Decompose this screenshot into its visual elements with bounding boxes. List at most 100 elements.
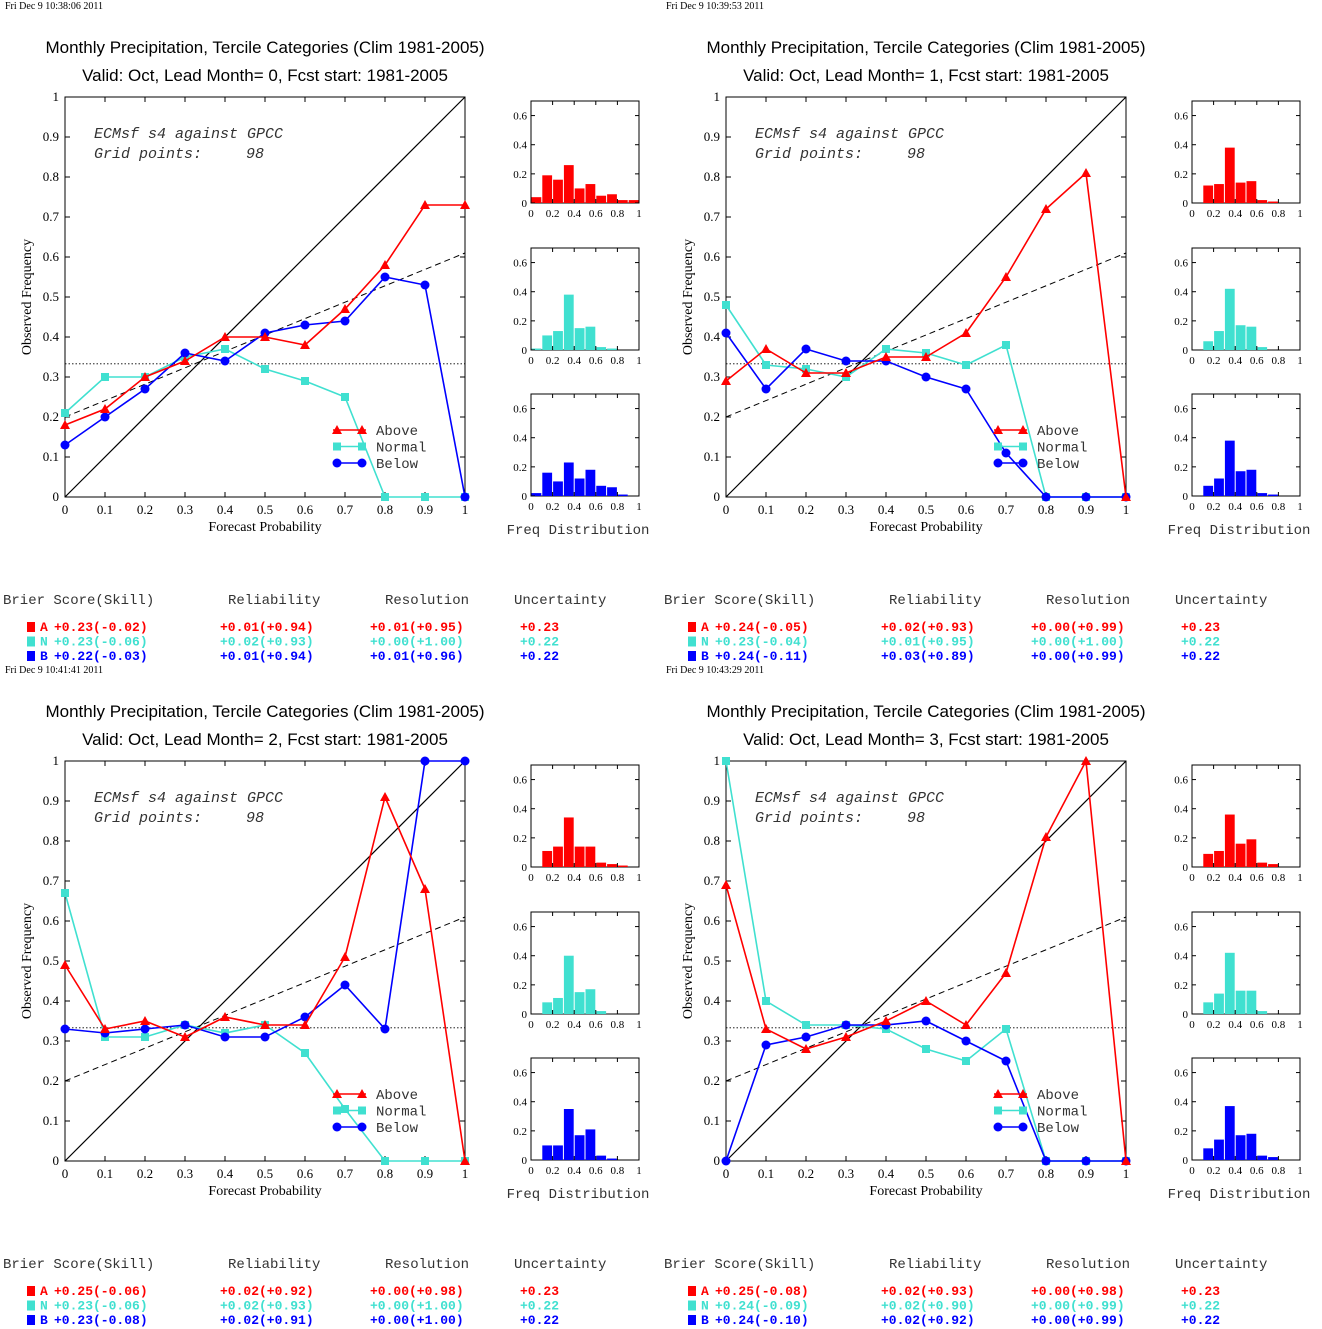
freq-histogram-N: 0 0.2 0.4 0.6 0 0.2 0.4 0.6 0.8 1: [513, 247, 642, 367]
x-tick-label: 1: [1123, 502, 1130, 517]
legend-marker-end: [1018, 425, 1028, 434]
y-tick-label: 0.6: [43, 913, 60, 928]
histogram-bar-A: [563, 165, 574, 203]
legend-marker-start: [993, 1122, 1003, 1132]
histogram-bar-B: [1214, 1139, 1224, 1160]
x-axis-label: Forecast Probability: [869, 520, 982, 535]
histogram-bar-B: [1268, 494, 1278, 496]
data-point-above: [180, 1032, 190, 1041]
data-point-below: [1081, 492, 1091, 502]
hist-x-tick-label: 0.6: [1250, 355, 1264, 367]
data-point-below: [721, 328, 731, 338]
freq-histogram-N: 0 0.2 0.4 0.6 0 0.2 0.4 0.6 0.8 1: [513, 911, 642, 1031]
hist-x-tick-label: 0.8: [611, 872, 625, 884]
legend-marker-start: [332, 1122, 342, 1132]
grid-points-value: 98: [246, 810, 264, 827]
score-value-B: +0.22(-0.03): [54, 649, 148, 664]
legend-marker-end: [357, 1122, 367, 1132]
score-row-label: A: [701, 620, 709, 635]
x-tick-label: 0.6: [958, 1166, 975, 1181]
data-point-normal: [421, 1157, 429, 1165]
score-header: Brier Score(Skill): [664, 1257, 815, 1273]
data-point-above: [180, 356, 190, 365]
hist-x-tick-label: 1: [1297, 501, 1303, 513]
data-point-above: [60, 960, 70, 969]
score-row-swatch-N: [688, 636, 696, 647]
score-row-label: A: [701, 1284, 709, 1299]
histogram-bar-B: [596, 485, 607, 496]
data-point-normal: [1002, 341, 1010, 349]
legend-marker-start: [333, 442, 341, 451]
histogram-bar-B: [1257, 1155, 1268, 1160]
hist-y-tick-label: 0: [1183, 198, 1189, 210]
data-point-above: [260, 332, 270, 341]
data-point-above: [721, 880, 731, 889]
histogram-bar-N: [596, 1011, 607, 1014]
data-point-below: [1041, 492, 1051, 502]
histogram-bar-B: [542, 472, 553, 496]
series-normal: [61, 345, 469, 501]
y-tick-label: 0.3: [704, 1033, 720, 1048]
y-tick-label: 0.5: [704, 953, 720, 968]
x-tick-label: 0.4: [878, 502, 895, 517]
freq-histogram-A: 0 0.2 0.4 0.6 0 0.2 0.4 0.6 0.8 1: [513, 764, 642, 884]
score-row-label: B: [701, 649, 709, 664]
hist-y-tick-label: 0.4: [513, 433, 527, 445]
histogram-bar-N: [1203, 1002, 1214, 1014]
y-tick-label: 0.5: [43, 289, 59, 304]
data-point-above: [921, 996, 931, 1005]
data-point-below: [340, 316, 350, 326]
score-value-A: +0.23(-0.02): [54, 620, 148, 635]
score-value-B: +0.03(+0.89): [881, 649, 975, 664]
series-below: [721, 1016, 1131, 1166]
histogram-bar-A: [617, 200, 628, 203]
x-tick-label: 0.4: [217, 1166, 234, 1181]
histogram-bar-B: [574, 1135, 585, 1160]
x-tick-label: 0: [62, 502, 69, 517]
grid-points-value: 98: [907, 146, 925, 163]
score-value-A: +0.00(+0.99): [1031, 620, 1125, 635]
histogram-bar-A: [542, 850, 553, 867]
legend-marker-end: [1018, 1089, 1028, 1098]
hist-y-tick-label: 0.6: [513, 404, 527, 416]
hist-x-tick-label: 0.4: [567, 501, 581, 513]
data-point-below: [801, 1032, 811, 1042]
histogram-bar-N: [607, 348, 617, 350]
series-line-above: [64, 204, 465, 426]
model-label: ECMsf s4 against GPCC: [755, 126, 944, 143]
x-tick-label: 0: [723, 502, 730, 517]
x-tick-label: 0.6: [297, 502, 314, 517]
x-tick-label: 0.2: [798, 502, 814, 517]
histogram-bar-A: [563, 817, 574, 867]
data-point-above: [801, 368, 811, 377]
data-point-above: [300, 340, 310, 349]
legend-marker-end: [358, 442, 366, 451]
no-skill-line: [64, 916, 466, 1082]
x-tick-label: 0.2: [137, 502, 153, 517]
hist-x-tick-label: 1: [636, 1165, 642, 1177]
legend-marker-end: [1018, 1122, 1028, 1132]
y-tick-label: 0.1: [43, 449, 59, 464]
y-tick-label: 0.8: [704, 169, 720, 184]
data-point-below: [380, 272, 390, 282]
score-row-label: N: [40, 1299, 48, 1314]
hist-x-tick-label: 0: [528, 1019, 534, 1031]
data-point-below: [60, 440, 70, 450]
hist-x-tick-label: 0: [1189, 1019, 1195, 1031]
plot-title: Monthly Precipitation, Tercile Categorie…: [45, 702, 484, 721]
data-point-below: [721, 1156, 731, 1166]
score-row-label: A: [40, 1284, 48, 1299]
y-tick-label: 0.9: [704, 129, 720, 144]
y-tick-label: 0.7: [704, 209, 721, 224]
hist-x-tick-label: 0.4: [567, 1165, 581, 1177]
hist-x-tick-label: 0: [528, 208, 534, 220]
score-value-N: +0.22: [520, 1299, 559, 1314]
x-tick-label: 0.1: [97, 1166, 113, 1181]
data-point-normal: [221, 345, 229, 353]
hist-y-tick-label: 0.4: [513, 951, 527, 963]
x-tick-label: 0.1: [97, 502, 113, 517]
legend-marker-end: [357, 458, 367, 468]
y-tick-label: 1: [714, 89, 721, 104]
series-below: [60, 756, 470, 1042]
histogram-bar-A: [1246, 181, 1257, 203]
